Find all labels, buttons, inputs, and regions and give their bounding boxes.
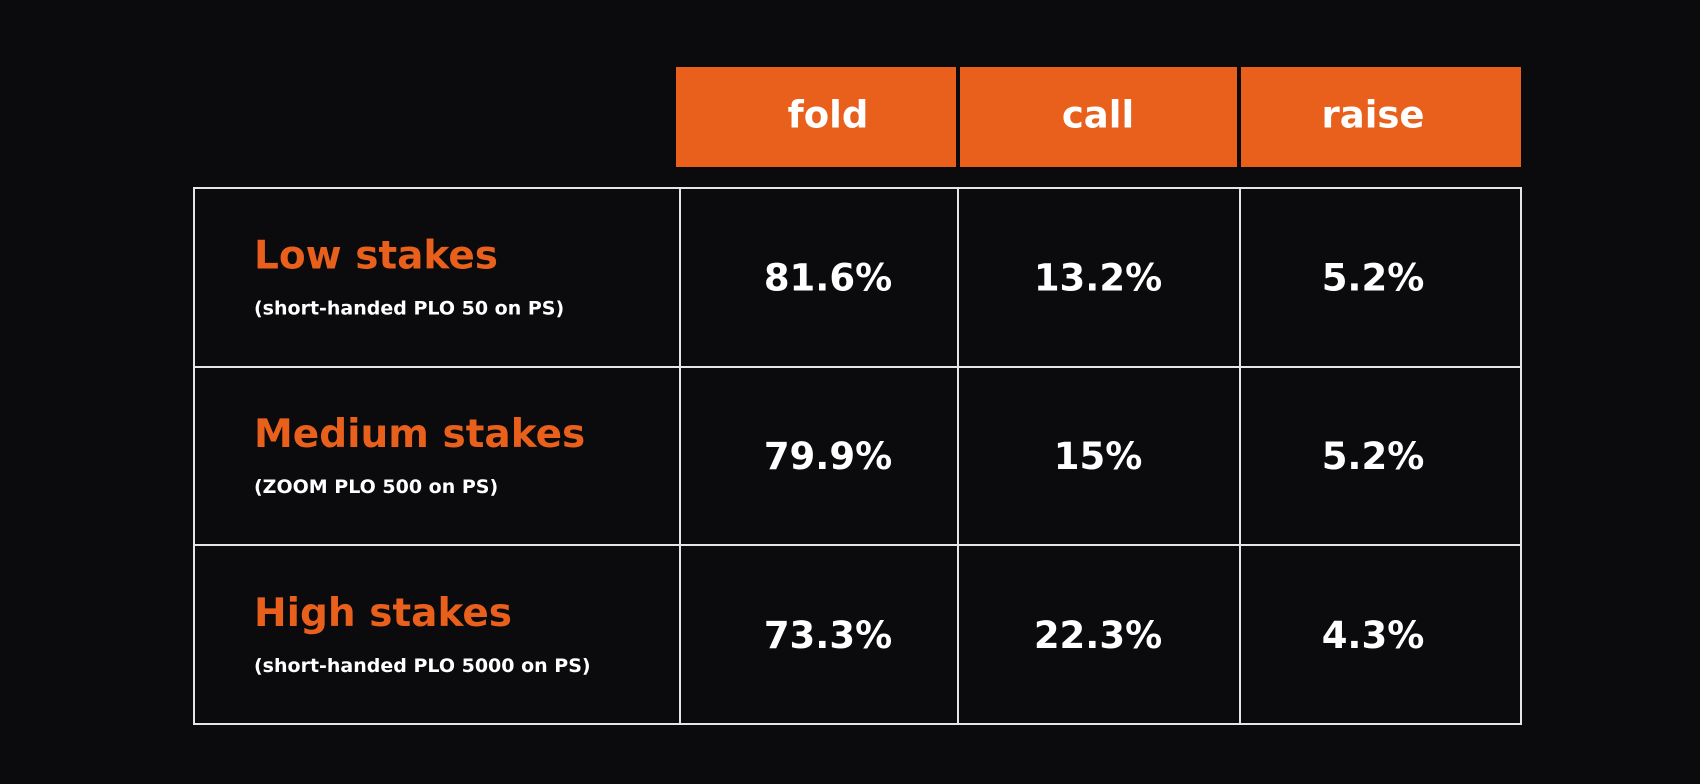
header-text: fold [788, 94, 869, 137]
cell-value: 4.3% [1322, 614, 1425, 657]
header-cell [960, 67, 1237, 167]
cell-value: 5.2% [1322, 257, 1425, 300]
cell-value: 73.3% [764, 614, 892, 657]
cell-value: 5.2% [1322, 435, 1425, 478]
row-label: Medium stakes [254, 412, 585, 457]
row-label: Low stakes [254, 234, 498, 279]
table-body: Low stakes (short-handed PLO 50 on PS) 81.… [254, 234, 1424, 677]
row-sublabel: (short-handed PLO 50 on PS) [254, 298, 564, 320]
header-text: raise [1321, 94, 1424, 137]
cell-value: 81.6% [764, 257, 892, 300]
cell-value: 13.2% [1034, 257, 1162, 300]
cell-value: 79.9% [764, 435, 892, 478]
header-text: call [1062, 94, 1134, 137]
row-sublabel: (ZOOM PLO 500 on PS) [254, 476, 498, 498]
header-row: fold call raise [676, 67, 1521, 167]
cell-value: 22.3% [1034, 614, 1162, 657]
table-grid [193, 187, 1522, 725]
cell-value: 15% [1054, 435, 1143, 478]
table-border [193, 187, 1522, 725]
row-sublabel: (short-handed PLO 5000 on PS) [254, 655, 591, 677]
header-cell [1241, 67, 1521, 167]
header-cell [676, 67, 956, 167]
row-label: High stakes [254, 591, 512, 636]
